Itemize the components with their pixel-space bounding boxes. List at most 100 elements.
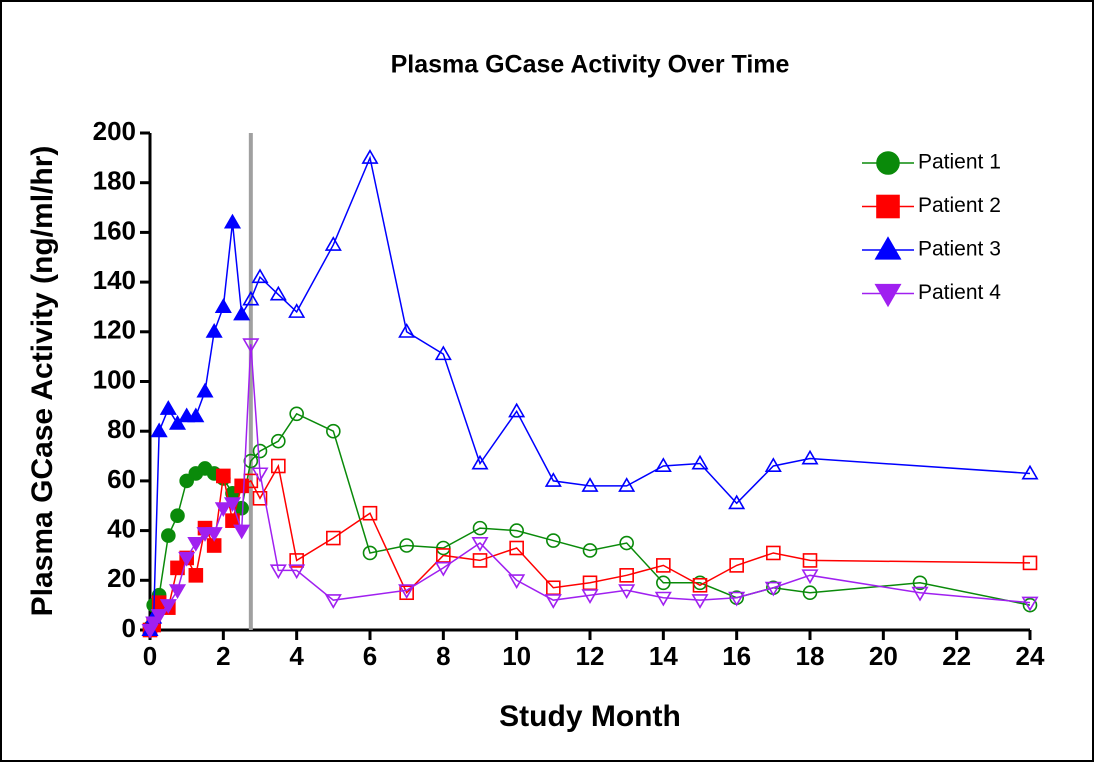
marker: [196, 382, 214, 398]
marker: [434, 345, 452, 361]
marker: [1021, 596, 1039, 612]
y-tick-label: 40: [107, 513, 136, 543]
marker: [187, 407, 205, 423]
marker: [223, 497, 242, 513]
marker: [243, 453, 259, 469]
marker: [289, 553, 304, 568]
x-tick-label: 20: [869, 641, 898, 671]
y-tick-label: 200: [93, 116, 136, 146]
y-tick-label: 20: [107, 563, 136, 593]
marker: [876, 151, 900, 175]
marker: [471, 537, 489, 552]
legend-label: Patient 3: [918, 238, 1001, 261]
legend-label: Patient 4: [918, 281, 1001, 304]
marker: [509, 540, 524, 556]
marker: [326, 423, 341, 439]
marker: [582, 543, 598, 558]
marker: [691, 454, 709, 470]
marker: [508, 574, 526, 590]
marker: [436, 540, 451, 556]
marker: [178, 551, 196, 567]
marker: [398, 584, 416, 599]
marker: [216, 468, 231, 484]
y-tick-label: 160: [93, 215, 136, 245]
marker: [618, 584, 636, 599]
marker: [546, 533, 561, 548]
x-tick-label: 14: [649, 641, 678, 671]
x-tick-label: 8: [436, 641, 450, 671]
x-tick-label: 18: [796, 641, 825, 671]
marker: [205, 527, 223, 542]
y-tick-label: 60: [107, 464, 136, 494]
x-tick-label: 4: [289, 641, 304, 671]
marker: [434, 561, 452, 577]
marker: [361, 149, 379, 164]
marker: [168, 414, 187, 430]
y-tick-label: 80: [107, 414, 136, 444]
x-axis-label: Study Month: [499, 700, 681, 733]
marker: [214, 298, 232, 313]
marker: [874, 283, 902, 308]
marker: [801, 569, 819, 585]
marker: [398, 323, 416, 338]
marker: [233, 524, 251, 540]
marker: [581, 477, 599, 492]
marker: [271, 433, 286, 449]
marker: [251, 268, 269, 284]
x-tick-label: 12: [576, 641, 605, 671]
marker: [233, 305, 251, 321]
marker: [252, 490, 268, 506]
marker: [399, 538, 414, 553]
marker: [656, 558, 671, 573]
marker: [288, 564, 306, 580]
marker: [159, 400, 177, 415]
marker: [399, 585, 414, 601]
marker: [269, 285, 287, 301]
marker: [544, 594, 562, 609]
marker: [654, 457, 672, 472]
marker: [150, 422, 168, 438]
marker: [471, 454, 489, 470]
marker: [619, 535, 634, 551]
marker: [581, 589, 599, 604]
marker: [223, 213, 242, 229]
y-tick-label: 0: [122, 613, 136, 643]
marker: [619, 568, 634, 583]
marker: [362, 505, 378, 521]
y-tick-label: 180: [93, 166, 136, 196]
marker: [1021, 464, 1039, 480]
marker: [324, 594, 342, 609]
marker: [911, 586, 929, 602]
marker: [214, 502, 232, 517]
marker: [691, 594, 709, 609]
marker: [876, 194, 900, 219]
marker: [234, 478, 249, 494]
legend-label: Patient 2: [918, 194, 1001, 217]
marker: [654, 591, 672, 607]
marker: [618, 477, 636, 492]
chart-title: Plasma GCase Activity Over Time: [391, 51, 790, 79]
marker: [242, 338, 260, 353]
marker: [766, 545, 781, 561]
marker: [289, 406, 304, 422]
marker: [692, 577, 708, 593]
x-tick-label: 6: [363, 641, 377, 671]
marker: [472, 553, 488, 568]
marker: [242, 290, 260, 306]
marker: [269, 564, 287, 580]
marker: [168, 584, 187, 599]
marker: [728, 494, 746, 510]
marker: [362, 545, 378, 561]
x-tick-label: 0: [143, 641, 157, 671]
marker: [729, 558, 744, 573]
marker: [288, 303, 306, 318]
y-tick-label: 100: [93, 364, 136, 394]
marker: [1022, 555, 1038, 571]
marker: [728, 591, 746, 607]
x-tick-label: 16: [722, 641, 751, 671]
marker: [159, 599, 177, 614]
x-tick-label: 10: [502, 641, 531, 671]
marker: [188, 568, 204, 583]
